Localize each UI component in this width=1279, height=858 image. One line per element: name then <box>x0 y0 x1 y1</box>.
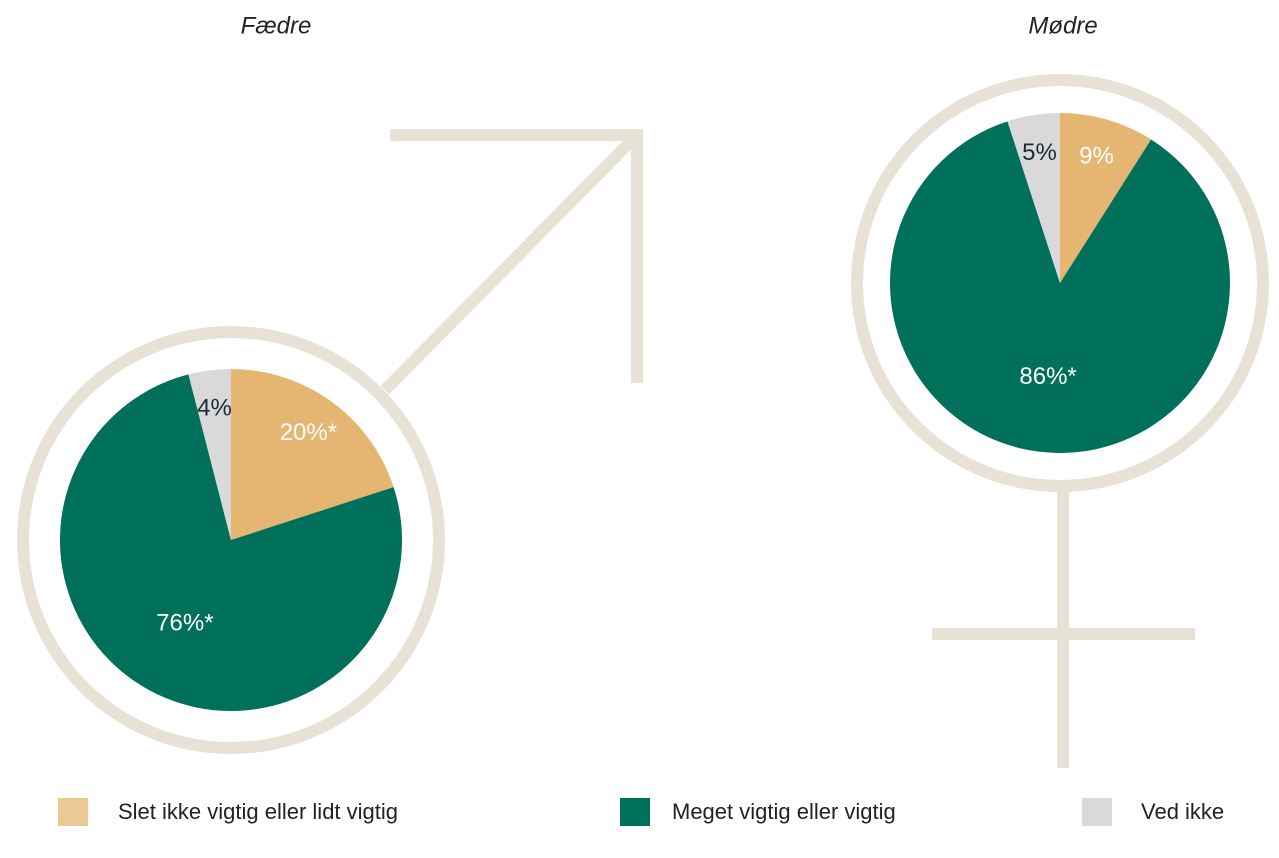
legend-label: Slet ikke vigtig eller lidt vigtig <box>118 799 398 824</box>
legend-swatch <box>1082 798 1112 826</box>
pie-slice <box>231 369 394 540</box>
legend-label: Ved ikke <box>1141 799 1224 824</box>
slice-label: 5% <box>1022 139 1057 166</box>
pie-slice <box>1007 113 1060 283</box>
legend-swatch <box>58 798 88 826</box>
pie-title: Mødre <box>1028 12 1097 39</box>
pie-slice <box>890 121 1230 454</box>
male-arrow-head <box>390 129 643 383</box>
pie-slice <box>188 369 231 540</box>
slice-label: 20%* <box>280 419 337 446</box>
slice-label: 76%* <box>156 609 213 636</box>
female-symbol <box>851 74 1269 768</box>
legend-swatch <box>620 798 650 826</box>
pie-slice <box>59 374 402 711</box>
slice-label: 9% <box>1079 143 1114 170</box>
pie-slice <box>1060 113 1152 283</box>
male-arrow-shaft <box>380 130 642 395</box>
pie-title: Fædre <box>241 12 312 39</box>
male-ring <box>17 326 445 754</box>
male-symbol <box>17 129 643 754</box>
legend-label: Meget vigtig eller vigtig <box>672 799 896 824</box>
slice-label: 4% <box>197 395 232 422</box>
slice-label: 86%* <box>1019 363 1076 390</box>
